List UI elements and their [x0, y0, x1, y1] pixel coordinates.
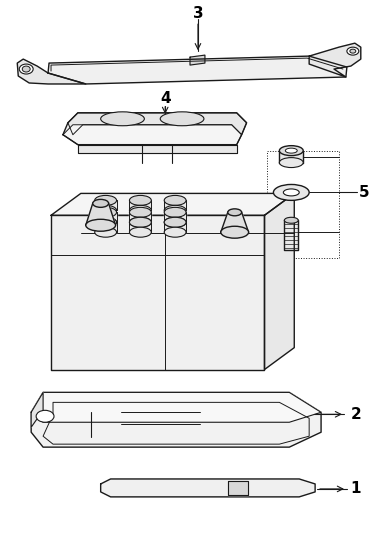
Polygon shape [86, 203, 115, 225]
Ellipse shape [95, 227, 117, 237]
Ellipse shape [95, 217, 117, 227]
Text: 3: 3 [193, 6, 203, 21]
Ellipse shape [164, 217, 186, 227]
Ellipse shape [279, 145, 303, 155]
Polygon shape [31, 392, 321, 422]
Polygon shape [129, 222, 151, 232]
Polygon shape [164, 222, 186, 232]
Bar [267, 150, 339, 258]
Polygon shape [129, 212, 151, 222]
Ellipse shape [86, 219, 115, 231]
Text: 5: 5 [359, 185, 369, 200]
Polygon shape [228, 481, 247, 495]
Polygon shape [284, 220, 298, 250]
Ellipse shape [164, 207, 186, 217]
Polygon shape [51, 215, 264, 370]
Ellipse shape [129, 227, 151, 237]
Text: 2: 2 [350, 407, 361, 422]
Ellipse shape [95, 217, 117, 227]
Text: 1: 1 [350, 482, 361, 496]
Ellipse shape [95, 196, 117, 206]
Ellipse shape [285, 148, 297, 153]
Ellipse shape [283, 189, 299, 196]
Ellipse shape [129, 217, 151, 227]
Polygon shape [78, 145, 237, 153]
Polygon shape [95, 201, 117, 210]
Ellipse shape [129, 196, 151, 206]
Polygon shape [95, 222, 117, 232]
Text: 4: 4 [160, 91, 171, 106]
Polygon shape [164, 212, 186, 222]
Polygon shape [31, 392, 321, 447]
Polygon shape [63, 125, 242, 145]
Ellipse shape [129, 206, 151, 215]
Polygon shape [48, 56, 347, 84]
Ellipse shape [22, 66, 30, 72]
Polygon shape [264, 193, 294, 370]
Ellipse shape [93, 199, 108, 207]
Polygon shape [17, 59, 86, 84]
Ellipse shape [228, 209, 242, 216]
Polygon shape [309, 43, 361, 77]
Polygon shape [221, 212, 249, 232]
Ellipse shape [129, 217, 151, 227]
Ellipse shape [129, 207, 151, 217]
Ellipse shape [95, 207, 117, 217]
Polygon shape [95, 212, 117, 222]
Ellipse shape [221, 226, 249, 238]
Ellipse shape [350, 49, 356, 53]
Polygon shape [164, 201, 186, 210]
Polygon shape [101, 479, 315, 497]
Polygon shape [129, 201, 151, 210]
Ellipse shape [284, 217, 298, 223]
Ellipse shape [19, 64, 33, 74]
Polygon shape [31, 392, 43, 427]
Ellipse shape [347, 47, 359, 55]
Ellipse shape [164, 196, 186, 206]
Ellipse shape [279, 158, 303, 168]
Ellipse shape [160, 112, 204, 126]
Ellipse shape [101, 112, 144, 126]
Polygon shape [63, 113, 247, 145]
Ellipse shape [36, 410, 54, 422]
Ellipse shape [95, 206, 117, 215]
Polygon shape [68, 113, 247, 134]
Ellipse shape [164, 227, 186, 237]
Ellipse shape [164, 206, 186, 215]
Polygon shape [279, 150, 303, 163]
Ellipse shape [164, 217, 186, 227]
Polygon shape [51, 193, 294, 215]
Ellipse shape [273, 185, 309, 201]
Polygon shape [190, 55, 205, 65]
